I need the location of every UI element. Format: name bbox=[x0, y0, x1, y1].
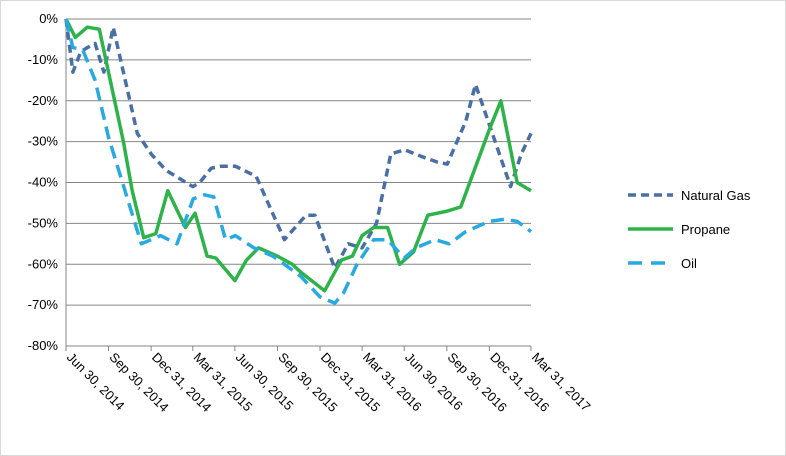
y-tick-label: -80% bbox=[28, 338, 59, 353]
y-tick-label: -50% bbox=[28, 215, 59, 230]
y-tick-label: -10% bbox=[28, 52, 59, 67]
y-tick-label: -20% bbox=[28, 93, 59, 108]
y-axis-tick-labels: 0% -10% -20% -30% -40% -50% -60% -70% -80% bbox=[28, 11, 59, 353]
y-tick-label: -60% bbox=[28, 256, 59, 271]
legend-label: Natural Gas bbox=[681, 188, 751, 203]
legend-label: Propane bbox=[681, 222, 730, 237]
gridlines bbox=[66, 18, 531, 306]
series-line-natural-gas bbox=[64, 18, 533, 271]
legend: Natural Gas Propane Oil bbox=[628, 188, 751, 271]
series-line-oil bbox=[64, 18, 533, 305]
y-tick-label: -70% bbox=[28, 297, 59, 312]
series-lines bbox=[64, 18, 533, 305]
y-tick-label: 0% bbox=[39, 11, 58, 26]
y-tick-label: -30% bbox=[28, 134, 59, 149]
legend-label: Oil bbox=[681, 256, 697, 271]
series-line-propane bbox=[64, 18, 532, 293]
y-tick-label: -40% bbox=[28, 175, 59, 190]
axes bbox=[65, 19, 532, 351]
